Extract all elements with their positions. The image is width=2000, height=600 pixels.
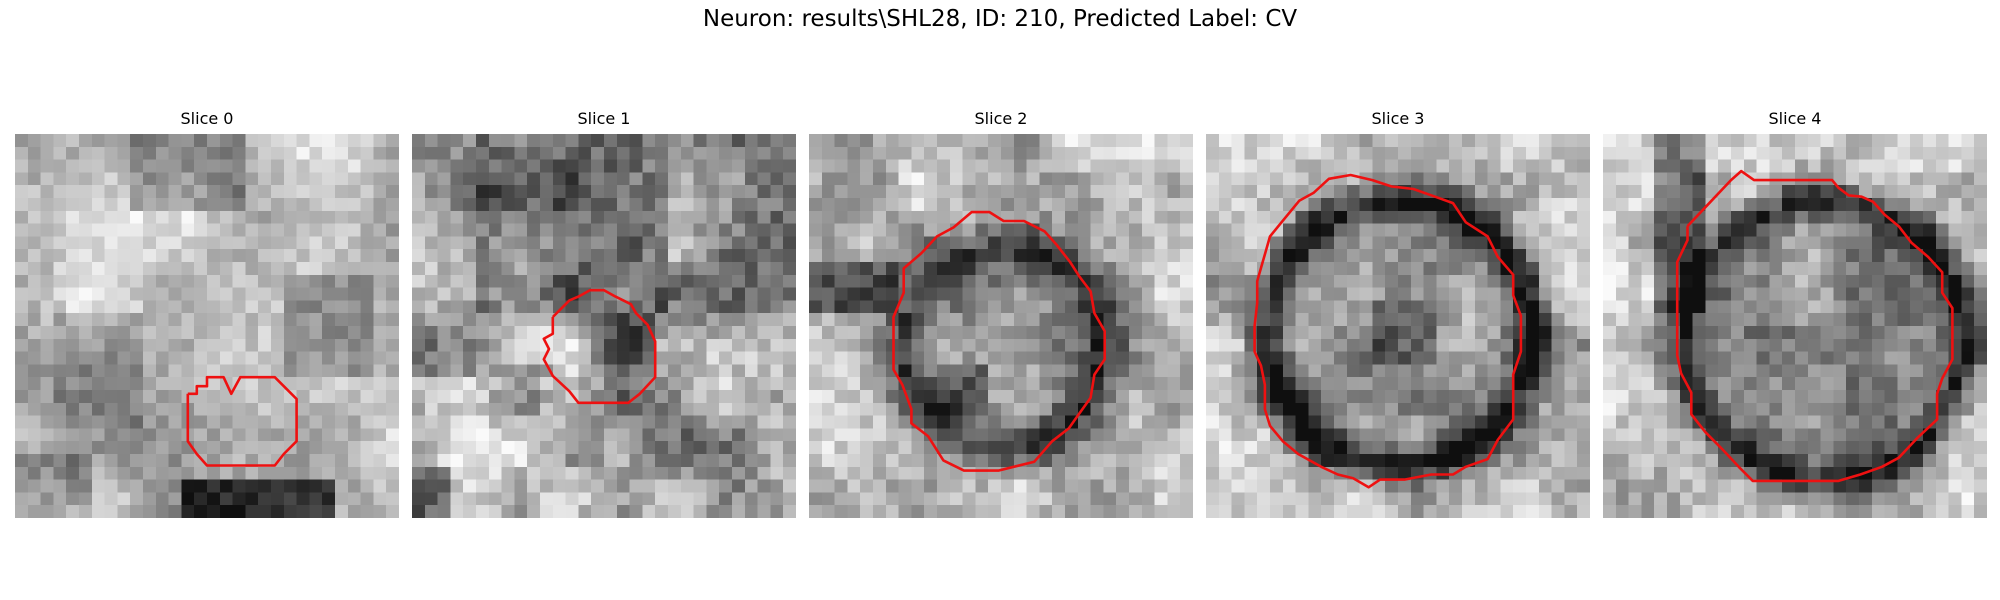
slice-panel-2: Slice 2 (809, 0, 1193, 600)
slice-title-1: Slice 1 (577, 109, 631, 128)
slice-title-4: Slice 4 (1768, 109, 1822, 128)
slice-image-0 (15, 134, 399, 518)
contour-1 (542, 288, 657, 405)
slice-pixels-0 (15, 134, 399, 518)
slice-image-1 (412, 134, 796, 518)
slice-pixels-1 (412, 134, 796, 518)
contour-2 (892, 210, 1107, 472)
contour-0 (186, 375, 298, 467)
figure-title: Neuron: results\SHL28, ID: 210, Predicte… (702, 6, 1298, 32)
slice-pixels-4 (1603, 134, 1987, 518)
slice-panel-0: Slice 0 (15, 0, 399, 600)
contour-4 (1675, 169, 1954, 483)
contour-3 (1253, 173, 1523, 489)
slice-title-0: Slice 0 (180, 109, 234, 128)
slice-panel-3: Slice 3 (1206, 0, 1590, 600)
slice-pixels-3 (1206, 134, 1590, 518)
slice-image-4 (1603, 134, 1987, 518)
slice-panel-4: Slice 4 (1603, 0, 1987, 600)
slice-panel-1: Slice 1 (412, 0, 796, 600)
slice-title-2: Slice 2 (974, 109, 1028, 128)
slice-title-3: Slice 3 (1371, 109, 1425, 128)
slice-image-2 (809, 134, 1193, 518)
slice-image-3 (1206, 134, 1590, 518)
slice-pixels-2 (809, 134, 1193, 518)
